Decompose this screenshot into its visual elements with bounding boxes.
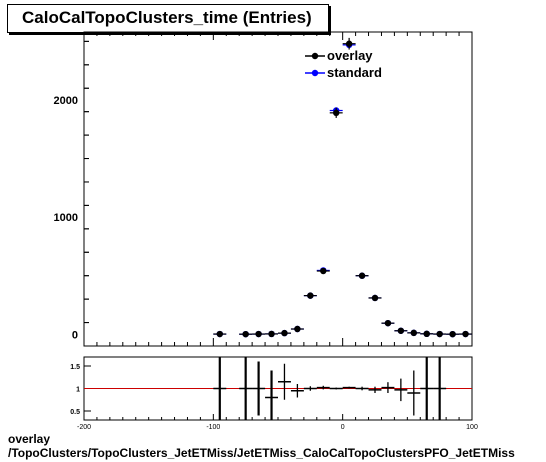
ratio-x-tick-label: -100	[206, 424, 220, 431]
main-data-marks	[213, 37, 472, 338]
overlay-point	[436, 330, 443, 338]
overlay-point	[268, 330, 275, 338]
footer-label: overlay	[8, 432, 51, 446]
ratio-x-tick-label: -200	[77, 424, 91, 431]
overlay-point	[384, 319, 392, 327]
ratio-y-tick-label: 1	[76, 387, 80, 394]
overlay-point	[462, 330, 469, 338]
legend-marker	[311, 69, 319, 77]
main-y-tick-label: 1000	[54, 212, 78, 224]
plot-title: CaloCalTopoClusters_time (Entries)	[22, 8, 312, 27]
legend-label-standard: standard	[327, 65, 382, 80]
legend-marker	[311, 52, 319, 60]
ratio-axes: -200 -100 0 100 0.5 1 1.5	[70, 364, 478, 431]
footer-path: /TopoClusters/TopoClusters_JetETMiss/Jet…	[8, 446, 515, 460]
overlay-point	[333, 109, 340, 117]
legend: overlay standard	[305, 48, 382, 80]
overlay-point	[358, 272, 366, 279]
overlay-point	[281, 329, 288, 337]
main-y-tick-label: 2000	[54, 95, 78, 107]
ratio-x-tick-label: 100	[466, 424, 478, 431]
plot-title-box: CaloCalTopoClusters_time (Entries)	[7, 4, 329, 33]
ratio-x-tick-label: 0	[341, 424, 345, 431]
main-y-tick-label: 0	[72, 329, 78, 341]
main-plot-frame	[83, 31, 473, 347]
overlay-point	[307, 292, 314, 299]
overlay-point	[216, 330, 223, 338]
overlay-point	[255, 330, 262, 338]
overlay-point	[320, 267, 327, 275]
overlay-point	[294, 325, 301, 333]
overlay-point	[242, 330, 249, 338]
overlay-point	[410, 329, 417, 337]
legend-label-overlay: overlay	[327, 48, 373, 63]
ratio-y-tick-label: 0.5	[70, 409, 80, 416]
ratio-data-marks	[84, 357, 472, 420]
main-frame-border	[83, 31, 473, 347]
overlay-point	[449, 330, 456, 338]
overlay-point	[371, 294, 379, 302]
overlay-point	[423, 330, 430, 338]
overlay-point	[397, 327, 405, 334]
overlay-point	[345, 40, 353, 47]
ratio-y-tick-label: 1.5	[70, 364, 80, 371]
main-axes: 0 1000 2000	[54, 32, 473, 347]
